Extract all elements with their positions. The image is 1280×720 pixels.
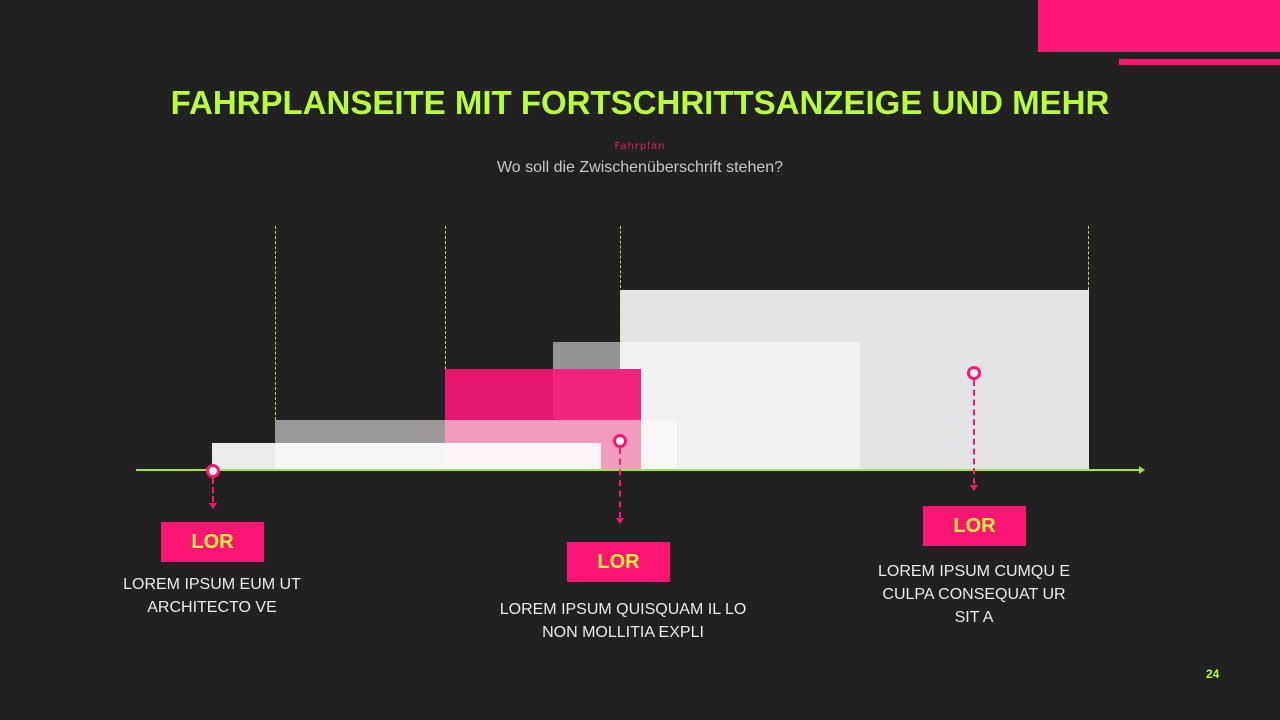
arrow-down-icon [970,485,978,491]
axis-arrow-icon [1139,466,1145,474]
page-title: FAHRPLANSEITE MIT FORTSCHRITTSANZEIGE UN… [170,84,1110,121]
phase-block-pink-strong-right [553,369,641,420]
phase-block-pale [641,420,677,470]
milestone-tag: LOR [923,506,1026,546]
arrow-down-icon [209,503,217,509]
milestone-tag: LOR [161,522,264,562]
milestone-connector [619,448,621,518]
section-eyebrow: Fahrplan [614,141,666,152]
milestone-tag: LOR [567,542,670,582]
guide-line-3 [620,226,621,342]
milestone-description: LOREM IPSUM CUMQU E CULPA CONSEQUAT UR S… [877,563,1070,626]
milestone-description: LOREM IPSUM QUISQUAM IL LO NON MOLLITIA … [499,601,747,641]
phase-block-white-pinkish [445,443,601,470]
milestone-pin-icon [967,366,981,380]
milestone-pin-icon [206,464,220,478]
decorative-pink-bar [1119,59,1280,65]
guide-line-2 [445,226,446,369]
timeline-axis [136,469,1140,471]
page-subtitle: Wo soll die Zwischenüberschrift stehen? [496,159,784,176]
phase-block-white [275,443,445,470]
guide-line-4 [1088,226,1089,290]
milestone-pin-icon [613,434,627,448]
arrow-down-icon [616,518,624,524]
milestone-connector [973,380,975,484]
decorative-pink-block [1038,0,1280,52]
milestone-connector [212,478,214,502]
phase-block-pink-strong [445,369,553,420]
guide-line-1 [275,226,276,420]
phase-block-white-left [212,443,275,470]
page-number: 24 [1206,667,1220,681]
milestone-description: LOREM IPSUM EUM UT ARCHITECTO VE [123,576,301,616]
